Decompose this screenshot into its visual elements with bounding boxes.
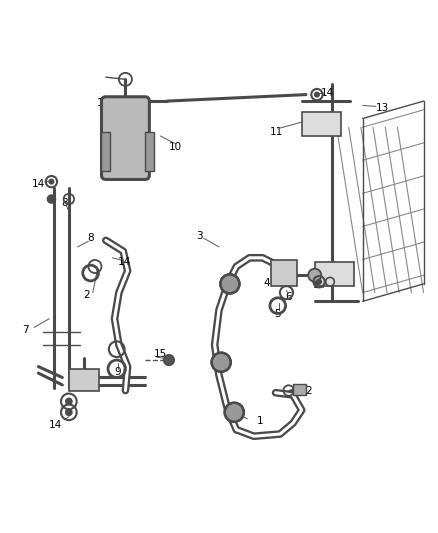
- Circle shape: [49, 180, 53, 184]
- Text: 14: 14: [312, 280, 326, 290]
- Circle shape: [66, 398, 72, 405]
- Text: 14: 14: [118, 257, 131, 267]
- Circle shape: [317, 279, 321, 284]
- Bar: [315, 262, 354, 286]
- Bar: [102, 132, 110, 171]
- Text: 15: 15: [154, 350, 167, 359]
- Bar: [145, 132, 154, 171]
- Circle shape: [164, 355, 174, 365]
- Bar: [69, 369, 99, 391]
- Text: 8: 8: [87, 233, 94, 243]
- Bar: [302, 112, 341, 136]
- FancyBboxPatch shape: [102, 97, 149, 180]
- Circle shape: [212, 353, 231, 372]
- Text: 14: 14: [32, 179, 45, 189]
- Text: 6: 6: [285, 292, 292, 302]
- Bar: [271, 260, 297, 286]
- Text: 13: 13: [375, 103, 389, 112]
- Text: 8: 8: [61, 198, 68, 208]
- Circle shape: [315, 92, 319, 97]
- Text: 1: 1: [257, 416, 264, 426]
- Text: 3: 3: [196, 231, 203, 241]
- Text: 4: 4: [316, 269, 322, 279]
- Circle shape: [66, 409, 72, 415]
- Text: 12: 12: [97, 98, 110, 108]
- Circle shape: [225, 403, 244, 422]
- Bar: [293, 384, 306, 395]
- Text: 2: 2: [83, 290, 89, 300]
- Circle shape: [308, 269, 321, 282]
- Text: 11: 11: [270, 126, 283, 136]
- Text: 9: 9: [115, 367, 121, 377]
- Text: 7: 7: [22, 325, 28, 335]
- Text: 10: 10: [169, 142, 182, 152]
- Text: 4: 4: [264, 278, 270, 288]
- Text: 14: 14: [321, 88, 335, 98]
- Circle shape: [47, 195, 55, 203]
- Circle shape: [220, 274, 240, 294]
- Text: 14: 14: [49, 421, 63, 430]
- Text: 2: 2: [305, 385, 311, 395]
- Text: 5: 5: [275, 309, 281, 319]
- Circle shape: [314, 279, 320, 285]
